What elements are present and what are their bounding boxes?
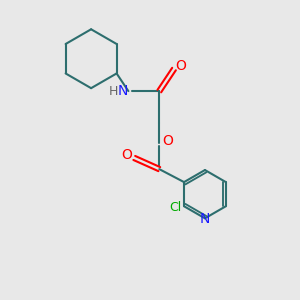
Text: N: N <box>200 212 210 226</box>
Text: Cl: Cl <box>169 201 181 214</box>
Text: O: O <box>122 148 132 162</box>
Text: H: H <box>108 85 118 98</box>
Text: O: O <box>162 134 173 148</box>
Text: N: N <box>118 84 128 98</box>
Text: O: O <box>175 59 186 73</box>
